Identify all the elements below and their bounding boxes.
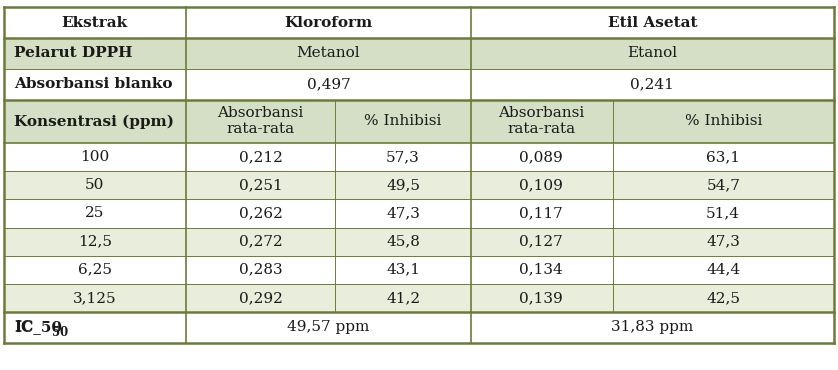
Text: Metanol: Metanol (297, 47, 360, 60)
Text: % Inhibisi: % Inhibisi (365, 114, 442, 128)
Text: 0,262: 0,262 (239, 206, 282, 221)
Bar (471, 228, 613, 256)
Text: Konsentrasi (ppm): Konsentrasi (ppm) (14, 114, 174, 128)
Text: 25: 25 (85, 206, 105, 221)
Text: IC: IC (14, 320, 34, 334)
Text: Absorbansi
rata-rata: Absorbansi rata-rata (499, 106, 584, 137)
Bar (186, 199, 335, 228)
Bar (4, 100, 186, 143)
Text: 0,497: 0,497 (307, 77, 350, 91)
Bar (186, 69, 471, 100)
Text: 50: 50 (85, 178, 105, 192)
Bar (471, 69, 834, 100)
Bar (4, 199, 186, 228)
Text: 57,3: 57,3 (386, 150, 420, 164)
Text: 0,241: 0,241 (630, 77, 675, 91)
Text: Pelarut DPPH: Pelarut DPPH (14, 47, 132, 60)
Bar (471, 171, 613, 199)
Text: 42,5: 42,5 (706, 291, 740, 305)
Text: 100: 100 (80, 150, 109, 164)
Bar (186, 284, 335, 312)
Bar (335, 228, 471, 256)
Text: 0,292: 0,292 (239, 291, 282, 305)
Text: 0,139: 0,139 (520, 291, 563, 305)
Text: Kloroform: Kloroform (284, 16, 373, 30)
Text: Absorbansi blanko: Absorbansi blanko (14, 77, 173, 91)
Text: Etanol: Etanol (628, 47, 677, 60)
Text: Etil Asetat: Etil Asetat (608, 16, 697, 30)
Text: IC_50: IC_50 (14, 320, 62, 334)
Text: 63,1: 63,1 (706, 150, 740, 164)
Bar (471, 312, 834, 343)
Bar (4, 228, 186, 256)
Bar (471, 7, 834, 38)
Bar (471, 100, 613, 143)
Bar (4, 38, 186, 69)
Bar (471, 284, 613, 312)
Text: 45,8: 45,8 (386, 235, 420, 249)
Text: 3,125: 3,125 (73, 291, 116, 305)
Text: 44,4: 44,4 (706, 263, 740, 277)
Text: 54,7: 54,7 (706, 178, 740, 192)
Text: 49,57 ppm: 49,57 ppm (287, 320, 370, 334)
Text: 50: 50 (52, 326, 68, 339)
Text: 41,2: 41,2 (386, 291, 420, 305)
Bar (335, 171, 471, 199)
Bar (186, 312, 471, 343)
Bar (186, 143, 335, 171)
Bar (613, 143, 834, 171)
Text: 0,212: 0,212 (239, 150, 282, 164)
Text: 0,117: 0,117 (520, 206, 563, 221)
Text: 47,3: 47,3 (386, 206, 420, 221)
Text: 49,5: 49,5 (386, 178, 420, 192)
Bar (613, 171, 834, 199)
Text: 0,089: 0,089 (520, 150, 563, 164)
Bar (4, 256, 186, 284)
Text: 0,251: 0,251 (239, 178, 282, 192)
Bar (4, 284, 186, 312)
Bar (186, 171, 335, 199)
Bar (4, 312, 186, 343)
Bar (471, 199, 613, 228)
Bar (4, 69, 186, 100)
Bar (4, 171, 186, 199)
Bar (335, 199, 471, 228)
Bar (471, 143, 613, 171)
Bar (4, 143, 186, 171)
Bar (471, 256, 613, 284)
Text: Absorbansi
rata-rata: Absorbansi rata-rata (218, 106, 303, 137)
Bar (335, 100, 471, 143)
Bar (186, 38, 471, 69)
Text: 0,272: 0,272 (239, 235, 282, 249)
Bar (471, 38, 834, 69)
Text: 12,5: 12,5 (78, 235, 111, 249)
Text: 0,134: 0,134 (520, 263, 563, 277)
Text: % Inhibisi: % Inhibisi (685, 114, 762, 128)
Bar (613, 256, 834, 284)
Text: 6,25: 6,25 (78, 263, 111, 277)
Text: 51,4: 51,4 (706, 206, 740, 221)
Bar (613, 284, 834, 312)
Bar (335, 256, 471, 284)
Text: Ekstrak: Ekstrak (62, 16, 127, 30)
Text: 47,3: 47,3 (706, 235, 740, 249)
Bar (4, 7, 186, 38)
Text: 0,283: 0,283 (239, 263, 282, 277)
Text: 0,127: 0,127 (520, 235, 563, 249)
Bar (335, 284, 471, 312)
Text: 0,109: 0,109 (520, 178, 563, 192)
Bar (186, 100, 335, 143)
Bar (186, 256, 335, 284)
Text: 31,83 ppm: 31,83 ppm (611, 320, 694, 334)
Bar (613, 228, 834, 256)
Bar (186, 228, 335, 256)
Bar (613, 199, 834, 228)
Bar (613, 100, 834, 143)
Bar (186, 7, 471, 38)
Text: 43,1: 43,1 (386, 263, 420, 277)
Bar (335, 143, 471, 171)
